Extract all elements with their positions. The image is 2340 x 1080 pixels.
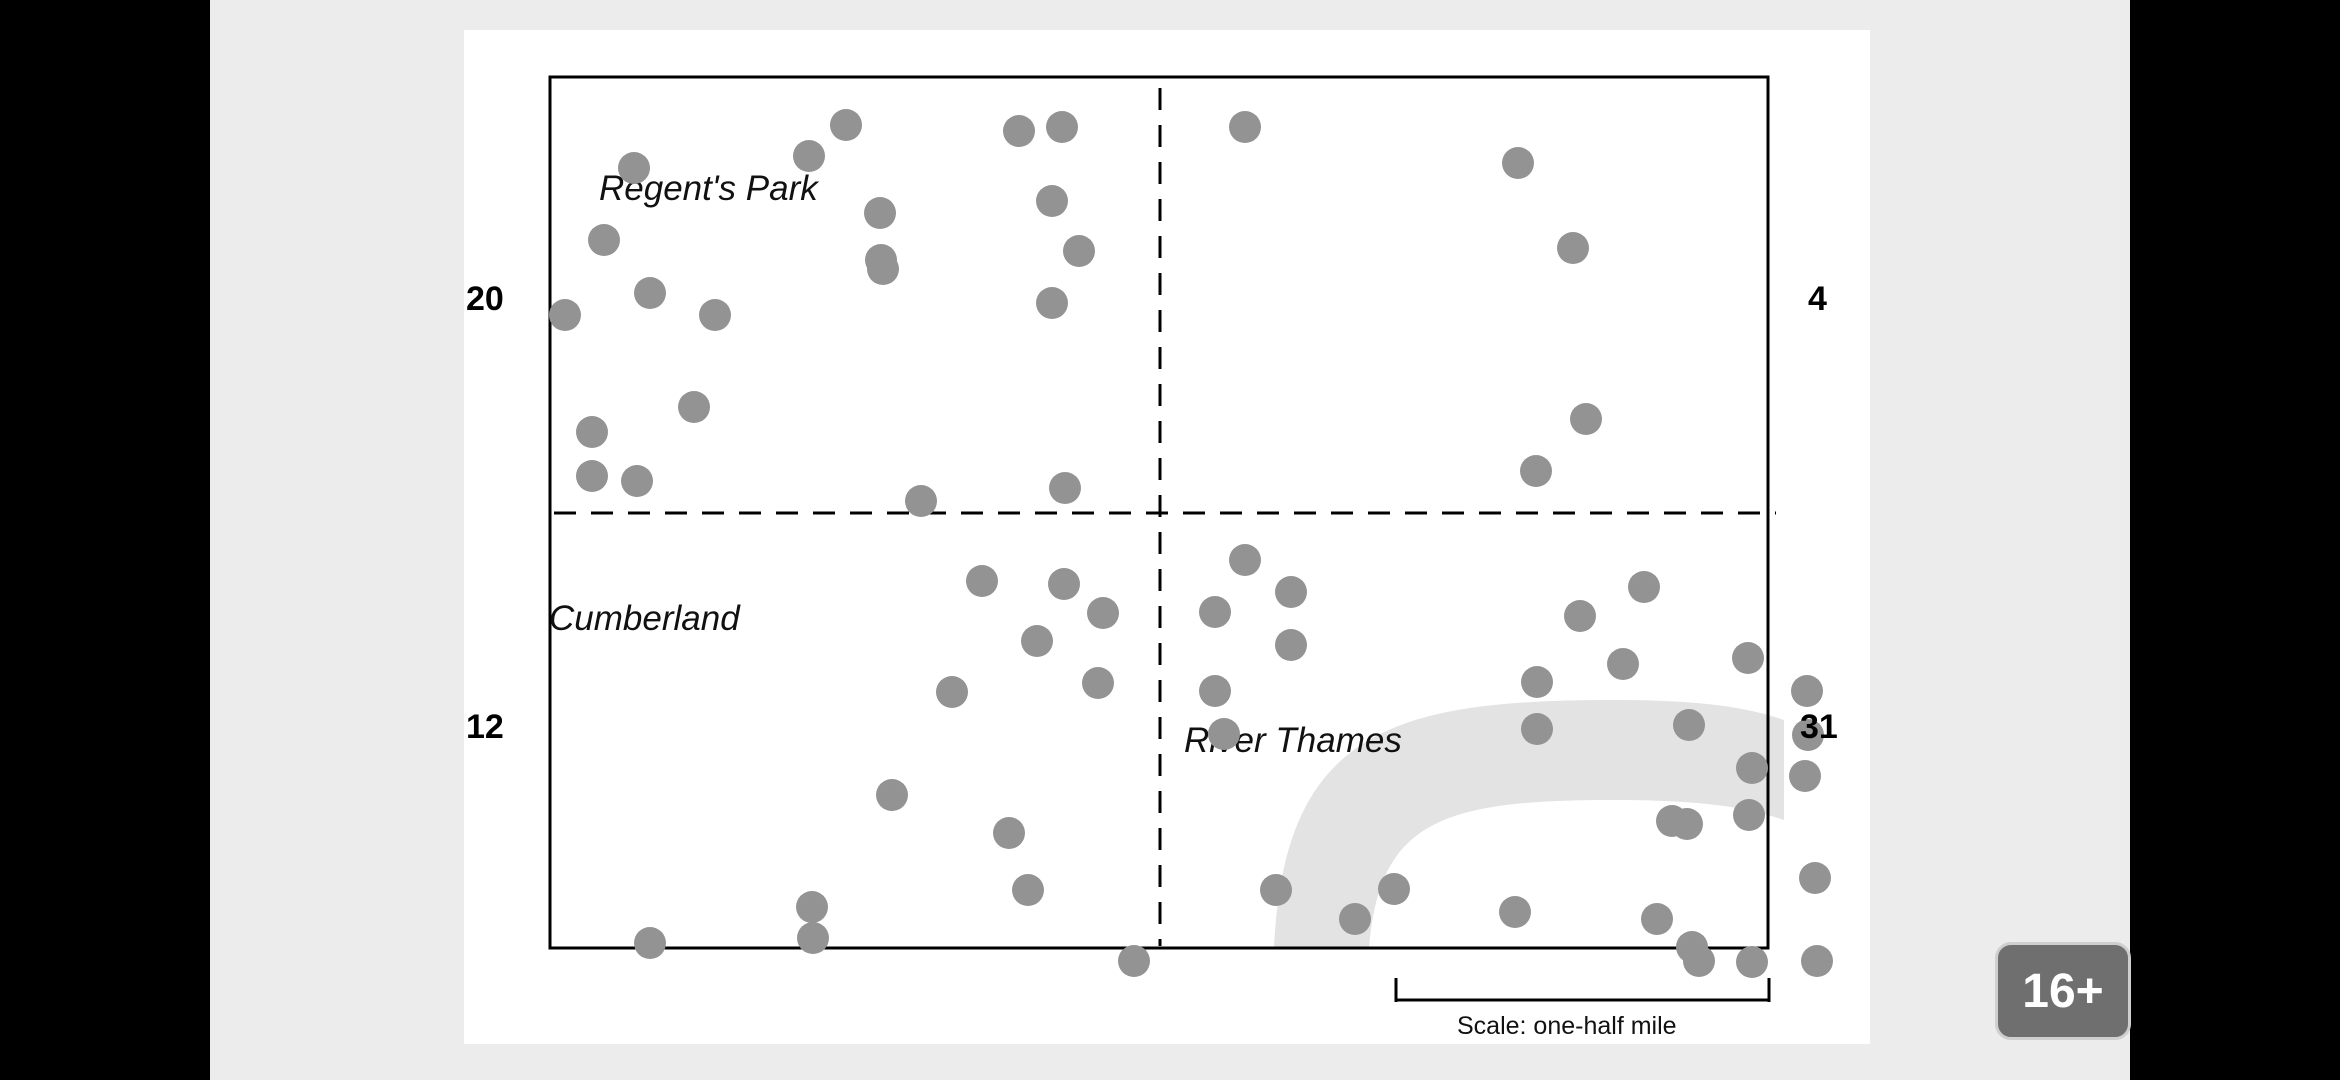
case-marker <box>1792 719 1824 751</box>
case-marker <box>1641 903 1673 935</box>
case-marker <box>1570 403 1602 435</box>
case-marker <box>1676 931 1708 963</box>
case-marker <box>1520 455 1552 487</box>
case-marker <box>1673 709 1705 741</box>
case-marker <box>1791 675 1823 707</box>
case-marker <box>634 927 666 959</box>
case-marker <box>1733 799 1765 831</box>
case-marker <box>549 299 581 331</box>
case-marker <box>1799 862 1831 894</box>
case-marker <box>678 391 710 423</box>
case-marker <box>1378 873 1410 905</box>
case-marker <box>621 465 653 497</box>
case-marker <box>1260 874 1292 906</box>
case-marker <box>1048 568 1080 600</box>
case-marker <box>1789 760 1821 792</box>
case-marker <box>1003 115 1035 147</box>
river-thames-band <box>1274 700 1784 948</box>
case-marker <box>1628 571 1660 603</box>
map-card: Regent's Park Cumberland River Thames Sc… <box>464 30 1870 1044</box>
case-marker <box>1502 147 1534 179</box>
case-marker <box>1732 642 1764 674</box>
case-marker <box>1521 666 1553 698</box>
marker-layer <box>549 109 1833 978</box>
case-marker <box>699 299 731 331</box>
case-marker <box>1275 576 1307 608</box>
case-marker <box>1063 235 1095 267</box>
case-marker <box>1557 232 1589 264</box>
count-bottom-left: 12 <box>466 708 504 746</box>
map-figure: Regent's Park Cumberland River Thames Sc… <box>548 75 1833 1040</box>
case-marker <box>1564 600 1596 632</box>
case-marker <box>1021 625 1053 657</box>
case-marker <box>1087 597 1119 629</box>
case-marker <box>1036 287 1068 319</box>
case-marker <box>1199 596 1231 628</box>
case-marker <box>588 224 620 256</box>
case-marker <box>797 922 829 954</box>
case-marker <box>1082 667 1114 699</box>
case-marker <box>1012 874 1044 906</box>
map-frame <box>548 75 1770 950</box>
count-top-left: 20 <box>466 280 504 318</box>
case-marker <box>576 460 608 492</box>
count-top-right: 4 <box>1808 280 1827 318</box>
case-marker <box>1339 903 1371 935</box>
age-rating-text: 16+ <box>2022 964 2104 1018</box>
case-marker <box>634 277 666 309</box>
case-marker <box>830 109 862 141</box>
case-marker <box>1736 946 1768 978</box>
case-marker <box>1499 896 1531 928</box>
case-marker <box>1118 945 1150 977</box>
case-marker <box>1199 675 1231 707</box>
case-marker <box>993 817 1025 849</box>
case-marker <box>1046 111 1078 143</box>
age-rating-badge: 16+ <box>1995 942 2131 1040</box>
case-marker <box>1801 945 1833 977</box>
case-marker <box>1229 544 1261 576</box>
viewer-background: Regent's Park Cumberland River Thames Sc… <box>210 0 2130 1080</box>
case-marker <box>796 891 828 923</box>
case-marker <box>1208 718 1240 750</box>
case-marker <box>1036 185 1068 217</box>
cumberland-label: Cumberland <box>549 599 741 638</box>
count-bottom-right: 31 <box>1800 708 1838 746</box>
case-marker <box>793 140 825 172</box>
case-marker <box>1049 472 1081 504</box>
case-marker <box>618 152 650 184</box>
case-marker <box>1656 805 1688 837</box>
case-marker <box>1229 111 1261 143</box>
scale-label: Scale: one-half mile <box>1457 1012 1677 1040</box>
case-marker <box>864 197 896 229</box>
scale-bar <box>1394 978 1771 1002</box>
case-marker <box>966 565 998 597</box>
case-marker <box>876 779 908 811</box>
case-marker <box>1275 629 1307 661</box>
case-marker <box>865 244 897 276</box>
case-marker <box>1607 648 1639 680</box>
case-marker <box>936 676 968 708</box>
case-marker <box>1521 713 1553 745</box>
case-marker <box>576 416 608 448</box>
case-marker <box>905 485 937 517</box>
case-marker <box>1736 752 1768 784</box>
